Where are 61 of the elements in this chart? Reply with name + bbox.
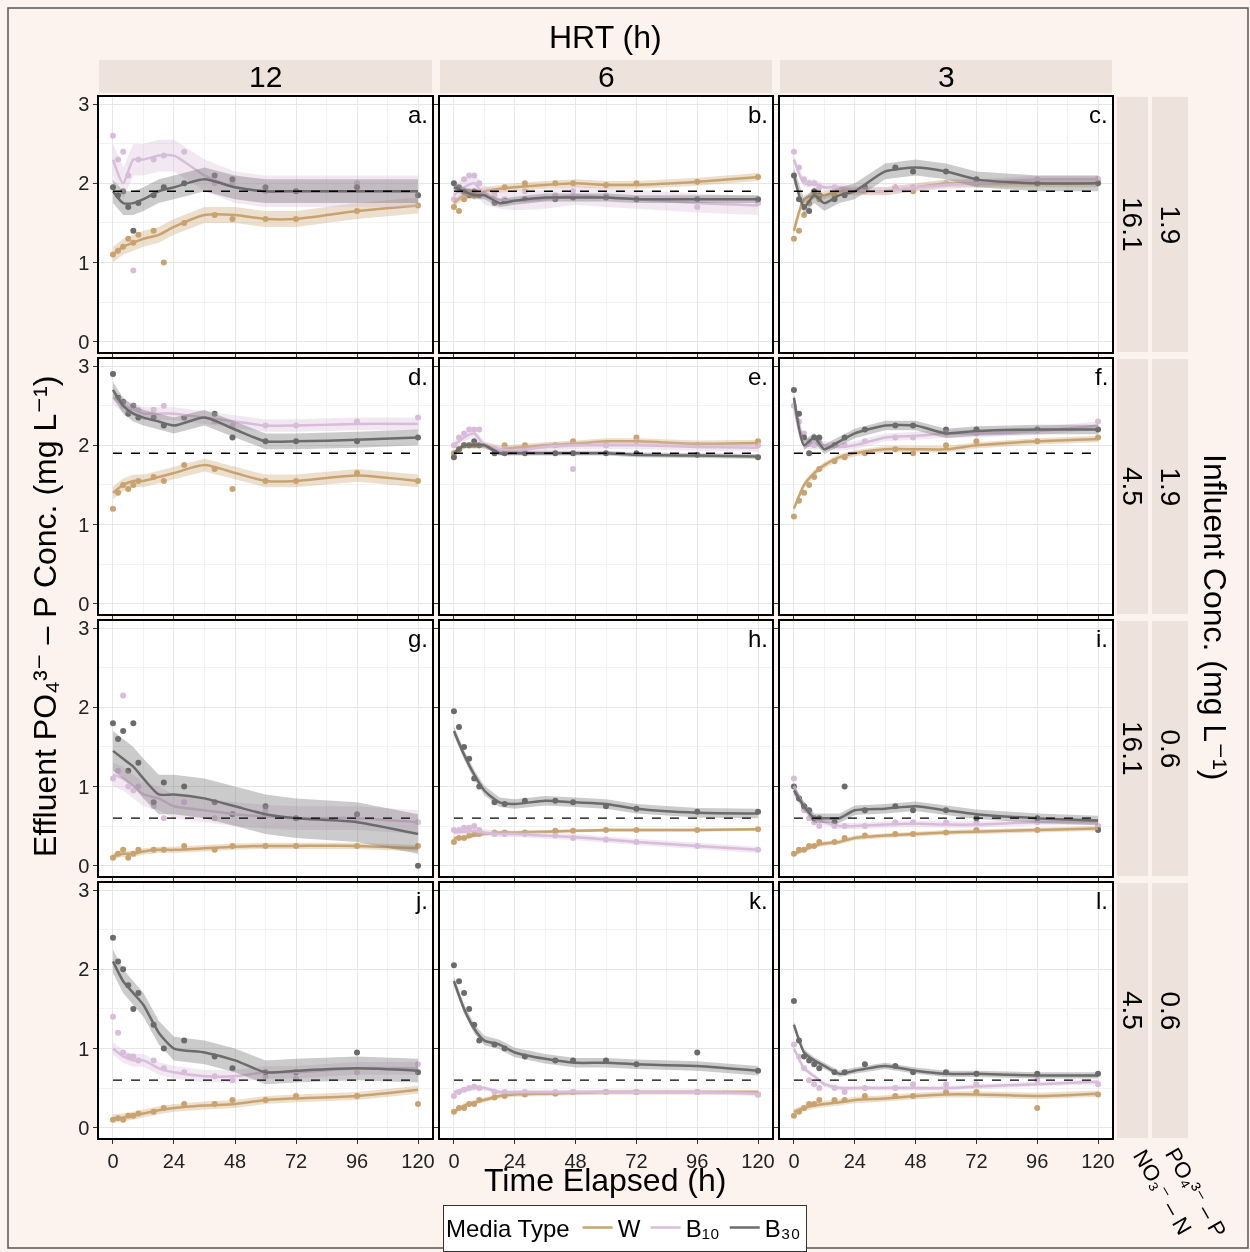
x-tick-label: 0: [107, 1149, 119, 1172]
x-tick-label: 24: [843, 1149, 866, 1172]
text: 0.6: [1154, 991, 1186, 1031]
chart-title: 3: [938, 60, 955, 93]
y-tick-label: 3: [78, 617, 90, 640]
x-tick-label: 120: [401, 1149, 435, 1172]
y-tick-label: 0: [78, 592, 90, 615]
text: 16.1: [1117, 721, 1148, 776]
text: 0.6: [1154, 729, 1186, 769]
legend-label: B₃₀: [764, 1214, 801, 1242]
x-tick-label: 24: [162, 1149, 186, 1172]
annotation: l.: [1096, 887, 1108, 914]
annotation: e.: [748, 363, 769, 390]
y-tick-label: 2: [78, 172, 90, 195]
y-tick-label: 0: [78, 854, 90, 877]
y-tick-label: 3: [78, 355, 90, 378]
legend-title: Media Type: [446, 1214, 570, 1242]
x-tick-label: 48: [223, 1149, 247, 1172]
annotation: b.: [748, 101, 769, 128]
x-tick-label: 72: [965, 1149, 988, 1172]
legend-label: B₁₀: [685, 1214, 720, 1242]
y-axis-title: Effluent PO₄³⁻ – P Conc. (mg L⁻¹): [27, 375, 63, 857]
legend-label: W: [617, 1214, 641, 1242]
y-tick-label: 2: [78, 434, 90, 457]
annotation: k.: [749, 887, 768, 914]
y-tick-label: 1: [78, 251, 90, 274]
text: 4.5: [1117, 991, 1148, 1030]
chart-title: 6: [598, 60, 615, 93]
x-tick-label: 72: [284, 1149, 308, 1172]
annotation: c.: [1089, 101, 1108, 128]
y-tick-label: 3: [78, 93, 90, 116]
y-tick-label: 2: [78, 958, 90, 981]
text: 16.1: [1117, 197, 1148, 252]
y-tick-label: 1: [78, 775, 90, 798]
x-tick-label: 0: [448, 1149, 460, 1172]
x2-axis-title: HRT (h): [549, 19, 662, 55]
x-tick-label: 96: [1026, 1149, 1049, 1172]
x-tick-label: 72: [625, 1149, 648, 1172]
annotation: g.: [408, 625, 429, 652]
y-tick-label: 1: [78, 513, 90, 536]
x-tick-label: 120: [741, 1149, 775, 1172]
annotation: d.: [408, 363, 429, 390]
x-tick-label: 96: [345, 1149, 369, 1172]
annotation: a.: [408, 101, 429, 128]
text: 1.9: [1154, 205, 1186, 245]
x-tick-label: 0: [788, 1149, 800, 1172]
annotation: h.: [748, 625, 769, 652]
y-tick-label: 2: [78, 696, 90, 719]
y-tick-label: 1: [78, 1037, 90, 1060]
annotation: i.: [1096, 625, 1108, 652]
x-tick-label: 120: [1081, 1149, 1115, 1172]
y-tick-label: 0: [78, 1116, 90, 1139]
y-tick-label: 0: [78, 330, 90, 353]
chart-title: 12: [249, 60, 283, 93]
y-tick-label: 3: [78, 879, 90, 902]
text: 1.9: [1154, 467, 1186, 507]
annotation: f.: [1095, 363, 1109, 390]
annotation: j.: [415, 887, 428, 914]
text: 4.5: [1117, 467, 1148, 506]
x-tick-label: 48: [904, 1149, 927, 1172]
y2-axis-title: Influent Conc. (mg L⁻¹): [1197, 454, 1233, 781]
